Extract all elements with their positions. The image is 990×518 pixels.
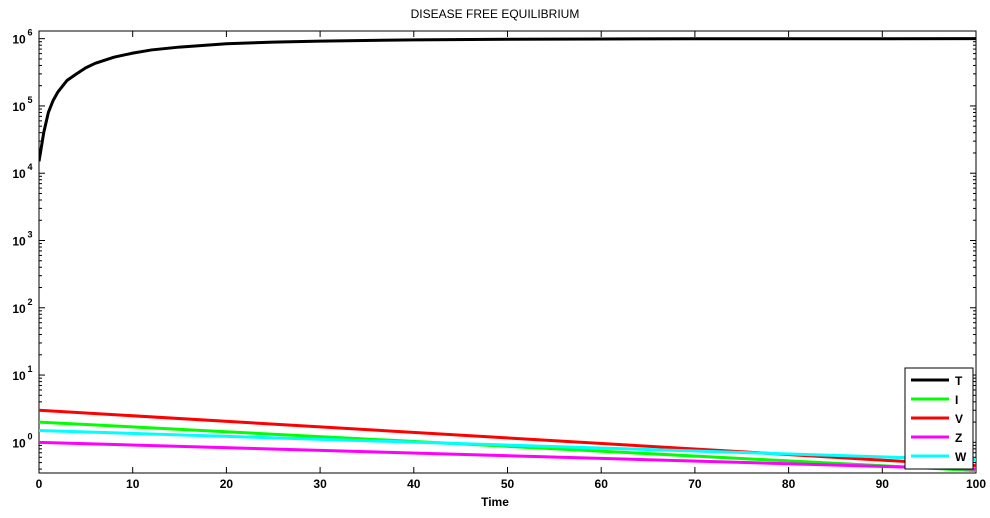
y-tick-exponent: 2 [27, 297, 32, 307]
x-tick-label: 50 [501, 477, 515, 491]
x-tick-label: 70 [688, 477, 702, 491]
y-tick-label: 10 [12, 33, 26, 47]
x-tick-label: 0 [36, 477, 43, 491]
legend-label-z: Z [955, 431, 962, 445]
y-tick-exponent: 6 [27, 28, 32, 38]
plot-frame [38, 30, 977, 474]
series-line-w [39, 428, 976, 462]
series-line-z [39, 440, 976, 471]
legend-label-w: W [955, 450, 967, 464]
y-tick-exponent: 0 [27, 431, 32, 441]
x-tick-label: 90 [876, 477, 890, 491]
y-tick-exponent: 3 [27, 229, 32, 239]
y-tick-label: 10 [12, 100, 26, 114]
y-tick-label: 10 [12, 436, 26, 450]
x-tick-label: 40 [407, 477, 421, 491]
x-tick-label: 10 [126, 477, 140, 491]
x-tick-label: 100 [966, 477, 986, 491]
x-tick-label: 30 [313, 477, 327, 491]
x-axis-label: Time [481, 495, 509, 509]
legend-label-t: T [955, 374, 963, 388]
y-tick-label: 10 [12, 234, 26, 248]
series-line-t [39, 37, 976, 162]
y-tick-exponent: 4 [27, 162, 32, 172]
chart-title: DISEASE FREE EQUILIBRIUM [411, 7, 580, 21]
y-tick-label: 10 [12, 167, 26, 181]
legend-label-v: V [955, 412, 963, 426]
x-tick-label: 20 [220, 477, 234, 491]
y-tick-label: 10 [12, 369, 26, 383]
x-tick-label: 60 [595, 477, 609, 491]
x-tick-label: 80 [782, 477, 796, 491]
y-tick-exponent: 5 [27, 95, 32, 105]
y-tick-label: 10 [12, 302, 26, 316]
series-line-v [39, 408, 976, 468]
y-tick-exponent: 1 [27, 364, 32, 374]
legend-label-i: I [955, 393, 958, 407]
series-group [39, 37, 976, 473]
